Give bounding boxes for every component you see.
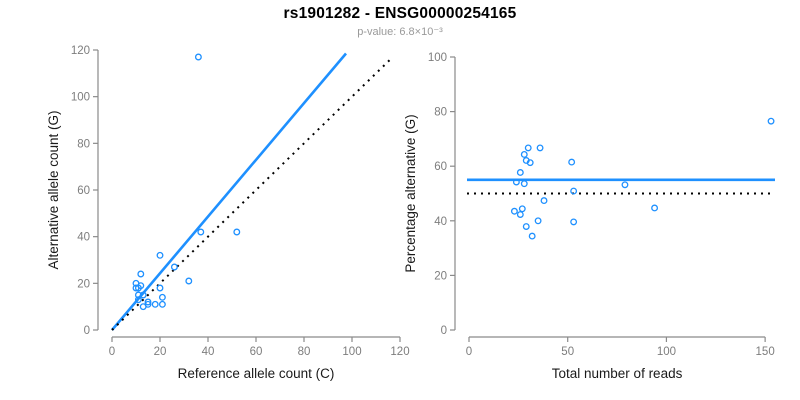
data-point xyxy=(134,291,142,299)
data-point xyxy=(767,117,775,125)
y-tick-label: 20 xyxy=(77,278,90,290)
data-point xyxy=(158,293,166,301)
y-tick-label: 0 xyxy=(441,325,447,337)
data-point xyxy=(516,211,524,218)
x-tick-label: 0 xyxy=(109,346,115,358)
data-point xyxy=(158,300,166,308)
data-point xyxy=(194,53,202,61)
allele-counts-scatter-panel: 0 20 40 60 80 100 120 0 20 40 60 80 100 120 Reference … xyxy=(46,45,410,381)
y-axis-title: Alternative allele count (G) xyxy=(46,110,61,269)
data-point xyxy=(134,296,142,304)
data-point xyxy=(139,291,147,299)
x-axis-title: Total number of reads xyxy=(552,366,683,381)
y-tick-label: 80 xyxy=(434,107,447,119)
data-point xyxy=(570,218,578,226)
data-point xyxy=(522,223,530,230)
data-point xyxy=(524,144,532,152)
data-point xyxy=(510,207,518,215)
data-point xyxy=(144,300,152,308)
data-point xyxy=(512,178,520,186)
y-tick-label: 100 xyxy=(71,92,90,104)
data-point xyxy=(621,181,629,189)
y-tick-label: 60 xyxy=(434,161,447,173)
fit-line xyxy=(111,52,347,331)
x-axis-title: Reference allele count (C) xyxy=(178,366,335,381)
data-point xyxy=(144,298,152,306)
x-tick-label: 80 xyxy=(298,346,311,358)
data-point xyxy=(233,228,241,236)
data-point xyxy=(528,232,536,240)
data-point xyxy=(520,151,528,158)
data-point xyxy=(540,197,548,205)
data-point xyxy=(151,300,159,308)
data-point xyxy=(534,217,542,225)
data-point xyxy=(520,180,528,188)
y-tick-label: 20 xyxy=(434,270,447,282)
y-axis-title: Percentage alternative (G) xyxy=(403,114,418,272)
x-tick-label: 150 xyxy=(756,346,775,358)
data-point xyxy=(137,270,145,278)
y-tick-label: 100 xyxy=(428,52,447,64)
x-tick-label: 50 xyxy=(561,346,574,358)
data-point xyxy=(516,169,524,176)
x-tick-label: 40 xyxy=(202,346,215,358)
data-point xyxy=(134,284,142,292)
y-tick-label: 80 xyxy=(77,138,90,150)
data-point xyxy=(568,158,576,166)
identity-line xyxy=(111,56,394,331)
data-point xyxy=(570,187,578,195)
x-tick-label: 0 xyxy=(466,346,472,358)
data-point xyxy=(156,284,164,292)
y-tick-label: 40 xyxy=(77,232,90,244)
data-point xyxy=(156,251,164,259)
y-tick-label: 120 xyxy=(71,45,90,57)
x-tick-label: 20 xyxy=(154,346,167,358)
y-tick-label: 60 xyxy=(77,185,90,197)
data-point xyxy=(522,157,530,164)
y-tick-label: 0 xyxy=(84,325,90,337)
data-point xyxy=(170,263,178,271)
data-point xyxy=(518,205,526,213)
data-point xyxy=(197,228,205,236)
x-tick-label: 100 xyxy=(657,346,676,358)
data-point xyxy=(651,204,659,212)
x-tick-label: 120 xyxy=(390,346,409,358)
y-tick-label: 40 xyxy=(434,216,447,228)
x-tick-label: 100 xyxy=(342,346,361,358)
data-point xyxy=(185,277,193,285)
x-tick-label: 60 xyxy=(250,346,263,358)
percentage-scatter-panel: 0 20 40 60 80 100 0 50 100 150 Total number of rea… xyxy=(403,52,775,381)
data-point xyxy=(536,144,544,152)
